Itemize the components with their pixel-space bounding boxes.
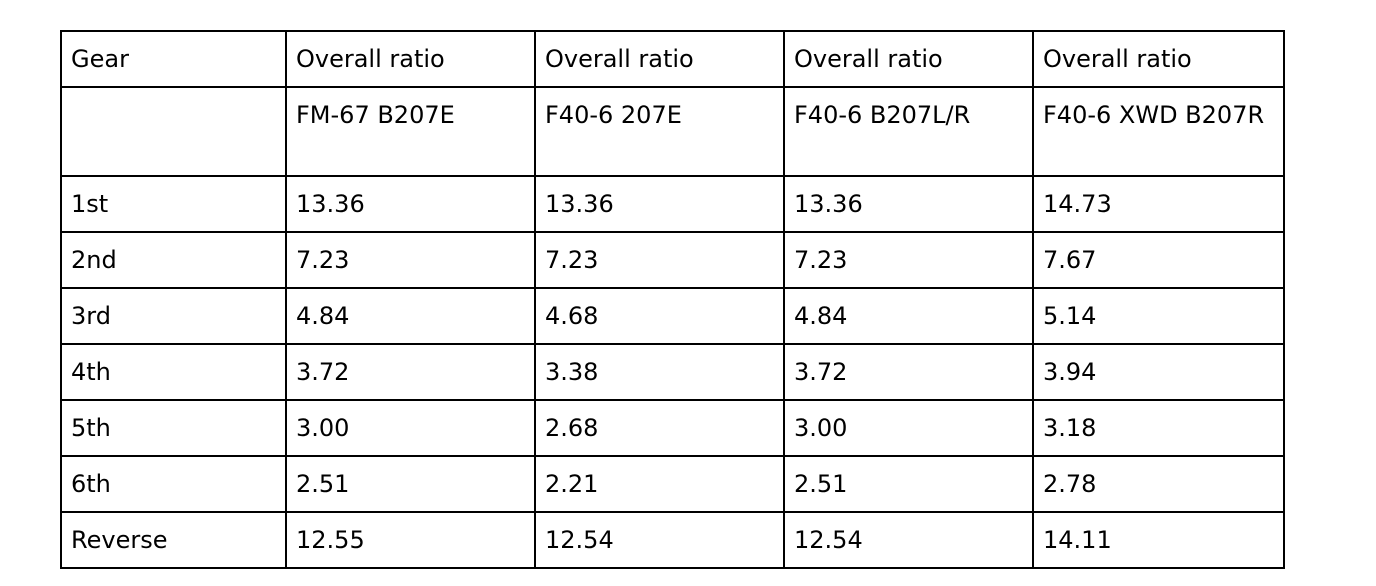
table-cell: 5th xyxy=(60,399,287,457)
table-cell: F40-6 B207L/R xyxy=(783,86,1034,177)
table-cell: Overall ratio xyxy=(1032,30,1285,88)
gear-ratio-table: Gear Overall ratio Overall ratio Overall ra… xyxy=(60,30,1285,569)
table-row: Reverse 12.55 12.54 12.54 14.11 xyxy=(60,511,1285,569)
table-cell: 12.55 xyxy=(285,511,536,569)
table-cell xyxy=(60,86,287,177)
table-row: 3rd 4.84 4.68 4.84 5.14 xyxy=(60,287,1285,345)
table-cell: 6th xyxy=(60,455,287,513)
table-cell: 4.84 xyxy=(783,287,1034,345)
table-cell: 1st xyxy=(60,175,287,233)
table-cell: 4.68 xyxy=(534,287,785,345)
table-cell: 7.23 xyxy=(783,231,1034,289)
table-cell: F40-6 XWD B207R xyxy=(1032,86,1285,177)
table-row: Gear Overall ratio Overall ratio Overall ra… xyxy=(60,30,1285,88)
table-cell: 13.36 xyxy=(534,175,785,233)
table-row: 1st 13.36 13.36 13.36 14.73 xyxy=(60,175,1285,233)
table-cell: Reverse xyxy=(60,511,287,569)
table-cell: F40-6 207E xyxy=(534,86,785,177)
table-cell: 2.51 xyxy=(783,455,1034,513)
table-cell: 7.67 xyxy=(1032,231,1285,289)
table-row: FM-67 B207E F40-6 207E F40-6 B207L/R F40-6 … xyxy=(60,86,1285,177)
table-cell: 3.72 xyxy=(783,343,1034,401)
table-cell: Overall ratio xyxy=(285,30,536,88)
table-cell: 14.73 xyxy=(1032,175,1285,233)
table-cell: 4.84 xyxy=(285,287,536,345)
table-cell: 2nd xyxy=(60,231,287,289)
table-cell: 7.23 xyxy=(534,231,785,289)
table-row: 6th 2.51 2.21 2.51 2.78 xyxy=(60,455,1285,513)
table-cell: 13.36 xyxy=(285,175,536,233)
table-cell: FM-67 B207E xyxy=(285,86,536,177)
table-cell: 5.14 xyxy=(1032,287,1285,345)
table-cell: 3.72 xyxy=(285,343,536,401)
table-cell: 3.00 xyxy=(285,399,536,457)
table-row: 4th 3.72 3.38 3.72 3.94 xyxy=(60,343,1285,401)
table-row: 5th 3.00 2.68 3.00 3.18 xyxy=(60,399,1285,457)
table-cell: 3.00 xyxy=(783,399,1034,457)
table-cell: 3.94 xyxy=(1032,343,1285,401)
table-cell: 2.78 xyxy=(1032,455,1285,513)
table-cell: 2.21 xyxy=(534,455,785,513)
table-cell: 4th xyxy=(60,343,287,401)
table-cell: 3rd xyxy=(60,287,287,345)
table-row: 2nd 7.23 7.23 7.23 7.67 xyxy=(60,231,1285,289)
table-cell: 13.36 xyxy=(783,175,1034,233)
table-cell: 14.11 xyxy=(1032,511,1285,569)
table-cell: 12.54 xyxy=(534,511,785,569)
table-cell: 2.68 xyxy=(534,399,785,457)
table-cell: 7.23 xyxy=(285,231,536,289)
table-cell: 12.54 xyxy=(783,511,1034,569)
table-cell: 2.51 xyxy=(285,455,536,513)
table-cell: Overall ratio xyxy=(534,30,785,88)
table-cell: Gear xyxy=(60,30,287,88)
table-cell: Overall ratio xyxy=(783,30,1034,88)
table-cell: 3.38 xyxy=(534,343,785,401)
table-cell: 3.18 xyxy=(1032,399,1285,457)
